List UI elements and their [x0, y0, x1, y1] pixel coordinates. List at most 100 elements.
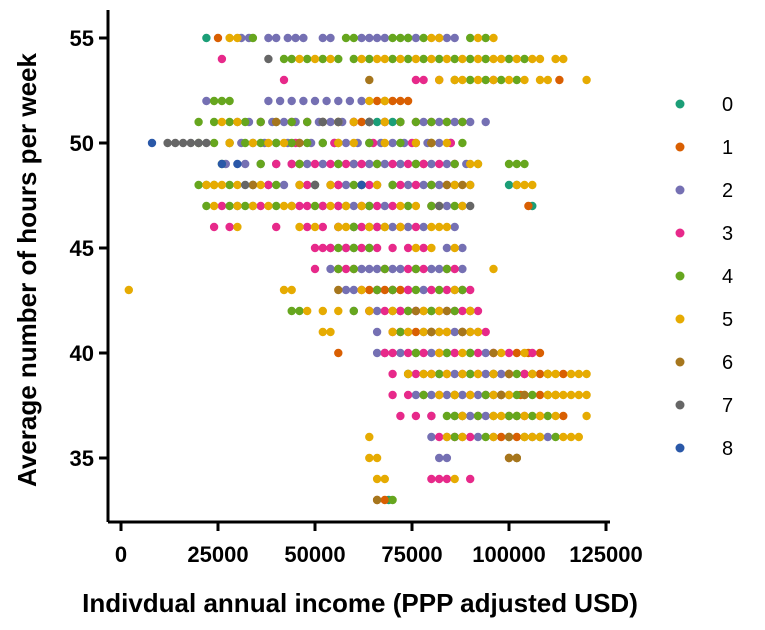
point — [524, 201, 533, 211]
point — [528, 54, 537, 64]
point — [396, 33, 405, 43]
point — [264, 201, 273, 211]
legend-label: 4 — [722, 266, 733, 288]
point — [380, 495, 389, 505]
point — [458, 348, 467, 358]
x-tick-label: 100000 — [472, 542, 545, 567]
point — [403, 327, 413, 337]
point — [318, 327, 327, 337]
point — [489, 264, 498, 274]
point — [442, 222, 452, 232]
point — [435, 306, 444, 316]
point — [512, 348, 521, 358]
point — [365, 138, 374, 148]
legend-item-6: 6 — [675, 352, 733, 374]
point — [334, 243, 343, 253]
point — [559, 411, 568, 421]
point — [388, 495, 397, 505]
y-axis-title: Average number of hours per week — [12, 52, 42, 486]
point — [372, 159, 382, 169]
point — [528, 411, 537, 421]
point — [419, 243, 428, 253]
point — [504, 75, 514, 85]
point — [380, 348, 389, 358]
point — [466, 369, 475, 379]
point — [388, 285, 397, 295]
point — [435, 432, 444, 442]
point — [543, 369, 552, 379]
legend-marker — [675, 185, 685, 195]
point — [202, 201, 211, 211]
point — [326, 180, 335, 190]
point — [264, 96, 273, 106]
point — [341, 264, 351, 274]
point — [241, 159, 250, 169]
point — [450, 159, 459, 169]
point — [535, 390, 545, 400]
point — [411, 138, 421, 148]
x-tick-label: 125000 — [569, 542, 642, 567]
point — [310, 222, 320, 232]
point — [473, 159, 483, 169]
point — [427, 33, 436, 43]
point — [396, 222, 405, 232]
point — [427, 474, 436, 484]
point — [403, 306, 413, 316]
point — [535, 348, 545, 358]
point — [380, 285, 389, 295]
point — [512, 390, 521, 400]
point — [326, 264, 335, 274]
point — [388, 243, 397, 253]
point — [489, 369, 498, 379]
point — [318, 201, 327, 211]
point — [349, 180, 358, 190]
point — [310, 264, 320, 274]
point — [365, 96, 374, 106]
legend-marker — [675, 228, 685, 238]
point — [396, 180, 405, 190]
point — [372, 348, 382, 358]
point — [411, 264, 421, 274]
point — [341, 243, 351, 253]
point — [334, 117, 343, 127]
point — [435, 180, 444, 190]
point — [365, 117, 374, 127]
legend-label: 1 — [722, 137, 733, 159]
point — [396, 306, 405, 316]
point — [473, 327, 483, 337]
point — [380, 159, 389, 169]
point — [427, 159, 436, 169]
point — [388, 222, 397, 232]
y-tick-label: 40 — [70, 341, 94, 366]
point — [372, 285, 382, 295]
point — [349, 138, 358, 148]
point — [225, 201, 234, 211]
point — [287, 159, 296, 169]
point — [357, 285, 366, 295]
point — [450, 474, 459, 484]
point — [275, 96, 285, 106]
point — [403, 180, 413, 190]
point — [372, 306, 382, 316]
legend-label: 8 — [722, 438, 733, 460]
point — [555, 75, 564, 85]
point — [403, 285, 413, 295]
point — [450, 117, 459, 127]
point — [427, 117, 436, 127]
point — [458, 306, 467, 316]
point — [504, 411, 514, 421]
point — [396, 348, 405, 358]
point — [225, 222, 234, 232]
point — [295, 222, 304, 232]
point — [442, 348, 452, 358]
point — [466, 474, 475, 484]
point — [551, 411, 560, 421]
point — [512, 159, 521, 169]
point — [458, 285, 467, 295]
point — [574, 369, 583, 379]
point — [388, 159, 397, 169]
point — [411, 327, 421, 337]
point — [256, 159, 265, 169]
series-6 — [248, 75, 529, 505]
point — [520, 75, 529, 85]
